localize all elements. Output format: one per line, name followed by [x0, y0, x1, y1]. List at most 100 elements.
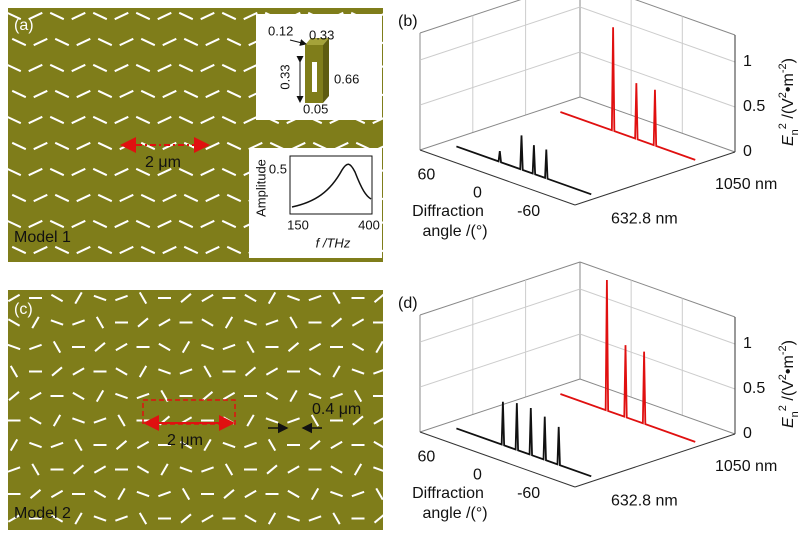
- nano-rod: [373, 514, 383, 524]
- nano-rod: [135, 11, 151, 21]
- nano-rod: [29, 343, 42, 351]
- nano-rod: [95, 316, 105, 329]
- nano-rod: [224, 463, 234, 476]
- nano-rod: [287, 342, 300, 352]
- nano-rod: [119, 89, 134, 99]
- nano-rod: [135, 167, 151, 177]
- angle-label: Diffraction: [412, 485, 484, 502]
- nano-rod: [222, 391, 236, 401]
- nano-rod: [114, 115, 129, 125]
- nano-rod: [373, 293, 383, 303]
- spectrum-632: [456, 135, 592, 196]
- nano-rod: [226, 141, 242, 151]
- dim-label: 0.12: [268, 23, 293, 38]
- nano-rod: [352, 415, 364, 426]
- nano-rod: [28, 63, 43, 73]
- inset-x-tick: 150: [287, 217, 309, 232]
- z-label-part: •m: [780, 73, 797, 92]
- panel-label: (b): [398, 13, 418, 30]
- cell-side: [323, 38, 329, 103]
- nano-rod: [244, 441, 257, 449]
- panel-label: (d): [398, 295, 418, 312]
- nano-rod: [50, 514, 64, 523]
- nano-rod: [205, 245, 220, 255]
- nano-rod: [287, 294, 300, 302]
- nano-rod: [50, 319, 64, 326]
- nano-rod: [11, 141, 27, 151]
- nano-rod: [246, 414, 255, 427]
- inset-axes: [289, 155, 373, 215]
- nano-rod: [92, 167, 108, 177]
- nano-rod: [223, 489, 235, 499]
- panel-label: (c): [14, 301, 33, 318]
- nano-rod: [93, 515, 107, 522]
- nano-rod: [28, 167, 43, 177]
- nano-rod: [135, 63, 151, 73]
- nano-rod: [54, 193, 70, 203]
- nano-rod: [28, 219, 43, 229]
- nano-rod: [138, 291, 148, 305]
- nano-rod: [8, 514, 21, 523]
- z-label-part: /(V: [780, 98, 797, 123]
- nano-rod: [200, 167, 215, 177]
- nano-rod: [226, 193, 242, 203]
- z-label-part: ): [780, 58, 797, 63]
- nano-rod: [200, 11, 215, 21]
- nano-rod: [97, 141, 113, 151]
- nano-rod: [201, 318, 214, 327]
- nano-rod: [243, 63, 258, 73]
- nano-rod: [200, 63, 215, 73]
- nano-rod: [244, 366, 257, 377]
- nano-rod: [308, 515, 322, 522]
- nano-rod: [93, 489, 107, 499]
- z-label: En2 /(V2•m-2): [777, 58, 800, 146]
- angle-tick: 0: [473, 467, 482, 484]
- wall-grid: [419, 333, 581, 388]
- z-tick: 0.5: [743, 98, 765, 115]
- nano-rod: [119, 193, 134, 203]
- spectrum-1050: [560, 279, 696, 443]
- nano-rod: [11, 245, 27, 255]
- inset-y-label: Amplitude: [253, 159, 268, 217]
- panel-label: (a): [14, 17, 34, 34]
- nano-rod: [29, 441, 42, 449]
- nano-rod: [76, 37, 91, 47]
- nano-rod: [200, 115, 215, 125]
- nano-rod: [76, 89, 91, 99]
- nano-rod: [246, 340, 255, 354]
- axis: [574, 433, 736, 488]
- nano-rod: [160, 389, 169, 403]
- nano-rod: [140, 245, 156, 255]
- z-tick: 0: [743, 143, 752, 160]
- wall-grid: [419, 6, 581, 61]
- nano-rod: [332, 291, 341, 305]
- nano-rod: [287, 417, 300, 424]
- axis: [419, 149, 576, 206]
- model-label: Model 1: [14, 229, 71, 246]
- nano-rod: [72, 417, 85, 424]
- axis: [419, 431, 576, 488]
- nano-rod: [162, 89, 177, 99]
- nano-rod: [54, 141, 70, 151]
- nano-rod: [140, 37, 156, 47]
- nano-rod: [157, 219, 172, 229]
- nano-rod: [330, 317, 343, 328]
- wall-grid: [579, 333, 736, 390]
- nano-rod: [267, 438, 277, 452]
- angle-label: angle /(°): [422, 505, 487, 522]
- nano-rod: [351, 318, 365, 327]
- nano-rod: [201, 391, 214, 401]
- nano-rod: [267, 291, 277, 305]
- dim-label: 0.33: [309, 27, 334, 42]
- nano-rod: [221, 219, 237, 229]
- nano-rod: [31, 316, 40, 329]
- nano-rod: [373, 466, 383, 472]
- nano-rod: [54, 89, 70, 99]
- z-label-part: 2: [777, 123, 789, 129]
- z-label-part: n: [789, 411, 800, 417]
- nano-rod: [330, 440, 343, 450]
- nano-rod: [157, 63, 172, 73]
- nano-rod: [330, 465, 343, 474]
